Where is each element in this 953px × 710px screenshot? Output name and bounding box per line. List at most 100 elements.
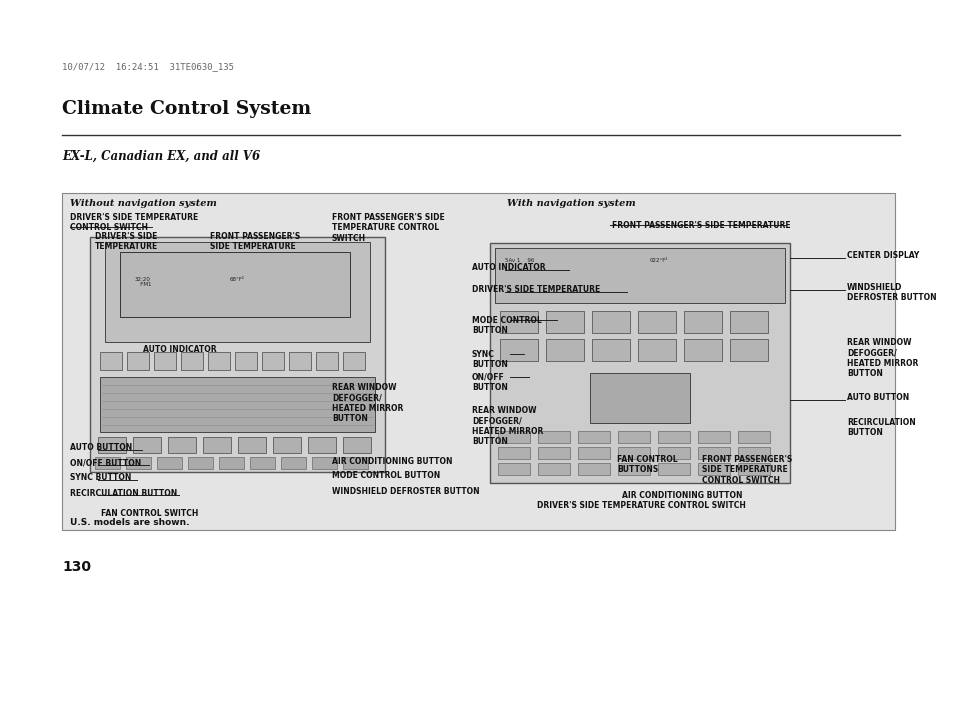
Text: FRONT PASSENGER'S
SIDE TEMPERATURE
CONTROL SWITCH: FRONT PASSENGER'S SIDE TEMPERATURE CONTR… (701, 455, 791, 485)
Bar (618, 447, 649, 459)
Bar (499, 339, 537, 361)
Bar (281, 457, 306, 469)
Bar (315, 352, 337, 370)
Bar (105, 242, 370, 342)
Bar (638, 339, 676, 361)
Text: With navigation system: With navigation system (506, 199, 635, 208)
Bar (578, 431, 609, 443)
Text: RECIRCULATION
BUTTON: RECIRCULATION BUTTON (846, 418, 915, 437)
Bar (729, 311, 767, 333)
Bar (658, 463, 689, 475)
Bar (273, 437, 301, 453)
Text: REAR WINDOW
DEFOGGER/
HEATED MIRROR
BUTTON: REAR WINDOW DEFOGGER/ HEATED MIRROR BUTT… (846, 338, 918, 378)
Text: AIR CONDITIONING BUTTON: AIR CONDITIONING BUTTON (332, 457, 452, 466)
Text: 32:20
   FM1: 32:20 FM1 (135, 277, 152, 288)
Bar (497, 463, 530, 475)
Bar (698, 447, 729, 459)
Text: AUTO BUTTON: AUTO BUTTON (846, 393, 908, 403)
Text: Climate Control System: Climate Control System (62, 100, 311, 118)
Bar (495, 248, 784, 303)
Bar (132, 437, 161, 453)
Bar (234, 352, 256, 370)
Bar (168, 437, 195, 453)
Text: FRONT PASSENGER'S SIDE
TEMPERATURE CONTROL
SWITCH: FRONT PASSENGER'S SIDE TEMPERATURE CONTR… (332, 213, 444, 243)
Bar (537, 447, 569, 459)
Text: 68°F²: 68°F² (230, 277, 245, 282)
Bar (237, 437, 266, 453)
Bar (312, 457, 336, 469)
Text: CENTER DISPLAY: CENTER DISPLAY (846, 251, 919, 261)
Bar (62, 193, 894, 530)
Bar (100, 377, 375, 432)
Text: FRONT PASSENGER'S SIDE TEMPERATURE: FRONT PASSENGER'S SIDE TEMPERATURE (612, 221, 790, 230)
Text: DRIVER'S SIDE TEMPERATURE
CONTROL SWITCH: DRIVER'S SIDE TEMPERATURE CONTROL SWITCH (70, 213, 198, 232)
Bar (537, 431, 569, 443)
Text: 5Av 1    96: 5Av 1 96 (504, 258, 534, 263)
Text: U.S. models are shown.: U.S. models are shown. (70, 518, 190, 527)
Bar (683, 339, 721, 361)
Bar (592, 339, 629, 361)
Bar (658, 447, 689, 459)
Text: RECIRCULATION BUTTON: RECIRCULATION BUTTON (70, 488, 177, 498)
Bar (98, 437, 126, 453)
Text: 10/07/12  16:24:51  31TE0630_135: 10/07/12 16:24:51 31TE0630_135 (62, 62, 233, 71)
Bar (120, 252, 350, 317)
Text: 022°F²: 022°F² (649, 258, 668, 263)
Bar (618, 431, 649, 443)
Bar (698, 463, 729, 475)
Bar (658, 431, 689, 443)
Bar (545, 339, 583, 361)
Bar (497, 447, 530, 459)
Bar (95, 457, 120, 469)
Bar (308, 437, 335, 453)
Bar (738, 447, 769, 459)
Bar (126, 457, 151, 469)
Bar (683, 311, 721, 333)
Text: AUTO INDICATOR: AUTO INDICATOR (143, 345, 216, 354)
Bar (250, 457, 274, 469)
Bar (589, 373, 689, 423)
Text: WINDSHIELD DEFROSTER BUTTON: WINDSHIELD DEFROSTER BUTTON (332, 486, 479, 496)
Bar (497, 431, 530, 443)
Text: SYNC BUTTON: SYNC BUTTON (70, 474, 132, 483)
Bar (738, 463, 769, 475)
Text: EX-L, Canadian EX, and all V6: EX-L, Canadian EX, and all V6 (62, 150, 260, 163)
Text: AUTO INDICATOR: AUTO INDICATOR (472, 263, 545, 273)
Bar (343, 457, 368, 469)
Bar (188, 457, 213, 469)
Text: AUTO BUTTON: AUTO BUTTON (70, 444, 132, 452)
Bar (181, 352, 203, 370)
Bar (100, 352, 122, 370)
Text: MODE CONTROL
BUTTON: MODE CONTROL BUTTON (472, 316, 541, 335)
Bar (638, 311, 676, 333)
Bar (618, 463, 649, 475)
Bar (490, 243, 789, 483)
Text: 130: 130 (62, 560, 91, 574)
Text: ON/OFF
BUTTON: ON/OFF BUTTON (472, 373, 507, 393)
Text: FRONT PASSENGER'S
SIDE TEMPERATURE: FRONT PASSENGER'S SIDE TEMPERATURE (210, 232, 300, 251)
Bar (127, 352, 149, 370)
Bar (343, 352, 365, 370)
Bar (289, 352, 311, 370)
Text: DRIVER'S SIDE TEMPERATURE CONTROL SWITCH: DRIVER'S SIDE TEMPERATURE CONTROL SWITCH (537, 501, 745, 510)
Text: Without navigation system: Without navigation system (70, 199, 216, 208)
Bar (153, 352, 175, 370)
Text: AIR CONDITIONING BUTTON: AIR CONDITIONING BUTTON (621, 491, 741, 500)
Text: ON/OFF BUTTON: ON/OFF BUTTON (70, 459, 141, 467)
Bar (578, 447, 609, 459)
Text: MODE CONTROL BUTTON: MODE CONTROL BUTTON (332, 471, 439, 481)
Bar (208, 352, 230, 370)
Bar (578, 463, 609, 475)
Bar (157, 457, 182, 469)
Bar (592, 311, 629, 333)
Text: FAN CONTROL
BUTTONS: FAN CONTROL BUTTONS (617, 455, 677, 474)
Bar (90, 237, 385, 472)
Bar (219, 457, 244, 469)
Bar (343, 437, 371, 453)
Bar (545, 311, 583, 333)
Text: DRIVER'S SIDE TEMPERATURE: DRIVER'S SIDE TEMPERATURE (472, 285, 599, 295)
Text: SYNC
BUTTON: SYNC BUTTON (472, 350, 507, 369)
Bar (499, 311, 537, 333)
Text: REAR WINDOW
DEFOGGER/
HEATED MIRROR
BUTTON: REAR WINDOW DEFOGGER/ HEATED MIRROR BUTT… (472, 406, 543, 446)
Bar (738, 431, 769, 443)
